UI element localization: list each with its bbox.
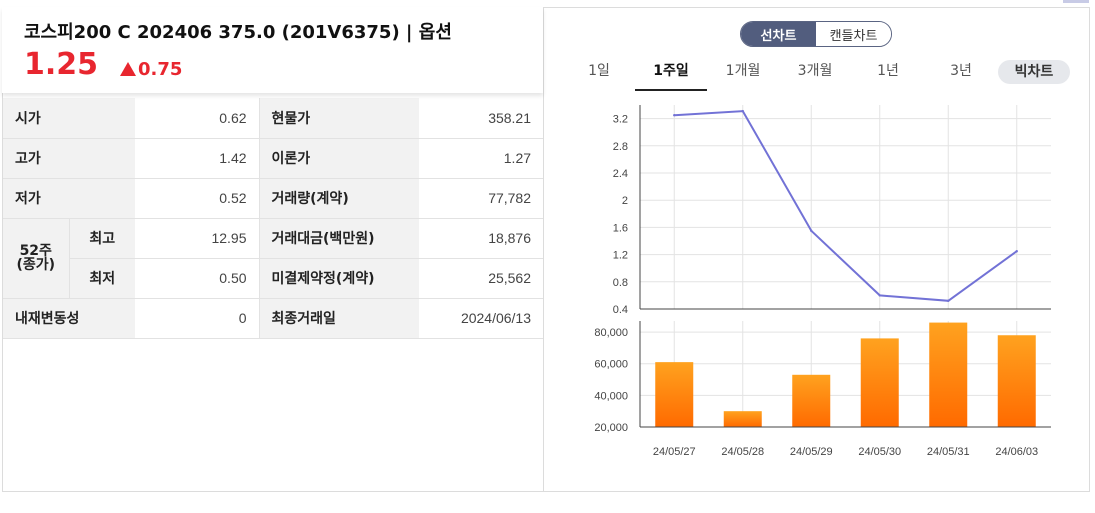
tab-1y[interactable]: 1년 <box>877 63 899 79</box>
high-value: 1.42 <box>135 138 260 179</box>
open-interest-label: 미결제약정(계약) <box>258 258 420 299</box>
x-tick-label: 24/06/03 <box>995 446 1038 458</box>
x-tick-label: 24/05/27 <box>653 446 696 458</box>
low-value: 0.52 <box>135 178 260 219</box>
table-row: 내재변동성 0 최종거래일 2024/06/13 <box>3 298 544 339</box>
high-label: 고가 <box>3 138 136 179</box>
panel-divider <box>543 7 544 492</box>
volume-bar <box>929 322 968 427</box>
price-line-point <box>673 114 676 117</box>
instrument-title: 코스피200 C 202406 375.0 (201V6375) | 옵션 <box>24 22 452 43</box>
line-y-tick-label: 2 <box>622 195 628 207</box>
tab-3y[interactable]: 3년 <box>950 63 972 79</box>
wk52-low-label: 최저 <box>68 258 136 299</box>
line-y-tick-label: 1.2 <box>613 250 628 262</box>
line-y-tick-label: 2.4 <box>613 168 628 180</box>
candle-chart-button[interactable]: 캔들차트 <box>816 22 891 46</box>
volume-bar <box>723 411 762 427</box>
volume-bar <box>792 374 831 427</box>
turnover-label: 거래대금(백만원) <box>258 218 420 259</box>
line-y-tick-label: 0.8 <box>613 277 628 289</box>
line-y-tick-label: 3.2 <box>613 114 628 126</box>
price-line-series <box>674 110 1018 302</box>
wk52-label: 52주 (종가) <box>3 218 69 299</box>
tab-1w[interactable]: 1주일 <box>635 57 707 91</box>
big-chart-button[interactable]: 빅차트 <box>998 60 1070 84</box>
x-tick-label: 24/05/29 <box>790 446 833 458</box>
tab-3m[interactable]: 3개월 <box>797 63 833 79</box>
tab-1m[interactable]: 1개월 <box>725 63 761 79</box>
wk52-high-value: 12.95 <box>135 218 260 259</box>
tab-1d[interactable]: 1일 <box>588 63 610 79</box>
widget-frame <box>2 7 1090 492</box>
turnover-value: 18,876 <box>419 218 544 259</box>
wk52-high-label: 최고 <box>68 218 136 259</box>
bar-y-tick-label: 20,000 <box>594 422 628 434</box>
table-row: 52주 (종가) 최고 12.95 거래대금(백만원) 18,876 <box>3 218 544 299</box>
open-interest-value: 25,562 <box>419 258 544 299</box>
price-change: 0.75 <box>120 59 182 80</box>
spot-value: 358.21 <box>419 98 544 139</box>
wk52-label-line2: (종가) <box>16 257 56 273</box>
chart-type-toggle: 선차트 캔들차트 <box>740 21 892 47</box>
table-row: 고가 1.42 이론가 1.27 <box>3 138 544 179</box>
current-price: 1.25 <box>24 47 99 82</box>
x-tick-label: 24/05/31 <box>927 446 970 458</box>
price-line-point <box>810 229 813 232</box>
volume-bar <box>997 335 1036 427</box>
volume-bar <box>655 362 694 427</box>
spot-label: 현물가 <box>258 98 420 139</box>
bar-y-tick-label: 60,000 <box>594 359 628 371</box>
line-chart-button[interactable]: 선차트 <box>741 22 816 46</box>
table-row: 시가 0.62 현물가 358.21 <box>3 98 544 139</box>
volume-bar <box>860 338 899 427</box>
price-line-point <box>947 299 950 303</box>
quote-header: 코스피200 C 202406 375.0 (201V6375) | 옵션 1.… <box>2 7 543 93</box>
price-line-point <box>741 109 744 113</box>
x-tick-label: 24/05/28 <box>721 446 764 458</box>
price-line-point <box>1015 250 1018 253</box>
volume-label: 거래량(계약) <box>258 178 420 219</box>
volume-value: 77,782 <box>419 178 544 219</box>
line-y-tick-label: 1.6 <box>613 222 628 234</box>
theory-label: 이론가 <box>258 138 420 179</box>
line-y-tick-label: 2.8 <box>613 141 628 153</box>
bar-y-tick-label: 80,000 <box>594 327 628 339</box>
x-tick-label: 24/05/30 <box>858 446 901 458</box>
table-row: 최저 0.50 미결제약정(계약) 25,562 <box>3 258 544 299</box>
quote-info-table: 시가 0.62 현물가 358.21 고가 1.42 이론가 1.27 저가 0… <box>3 98 544 339</box>
last-trade-value: 2024/06/13 <box>419 298 544 339</box>
corner-accent <box>1063 0 1089 3</box>
up-triangle-icon <box>120 62 136 76</box>
open-value: 0.62 <box>135 98 260 139</box>
price-line-point <box>878 294 881 297</box>
iv-label: 내재변동성 <box>3 298 136 339</box>
price-change-value: 0.75 <box>138 59 183 80</box>
line-y-tick-label: 0.4 <box>613 304 628 316</box>
table-row: 저가 0.52 거래량(계약) 77,782 <box>3 178 544 219</box>
theory-value: 1.27 <box>419 138 544 179</box>
iv-value: 0 <box>135 298 260 339</box>
bar-y-tick-label: 40,000 <box>594 390 628 402</box>
wk52-low-value: 0.50 <box>135 258 260 299</box>
low-label: 저가 <box>3 178 136 219</box>
last-trade-label: 최종거래일 <box>258 298 420 339</box>
open-label: 시가 <box>3 98 136 139</box>
wk52-label-line1: 52주 <box>19 243 52 259</box>
